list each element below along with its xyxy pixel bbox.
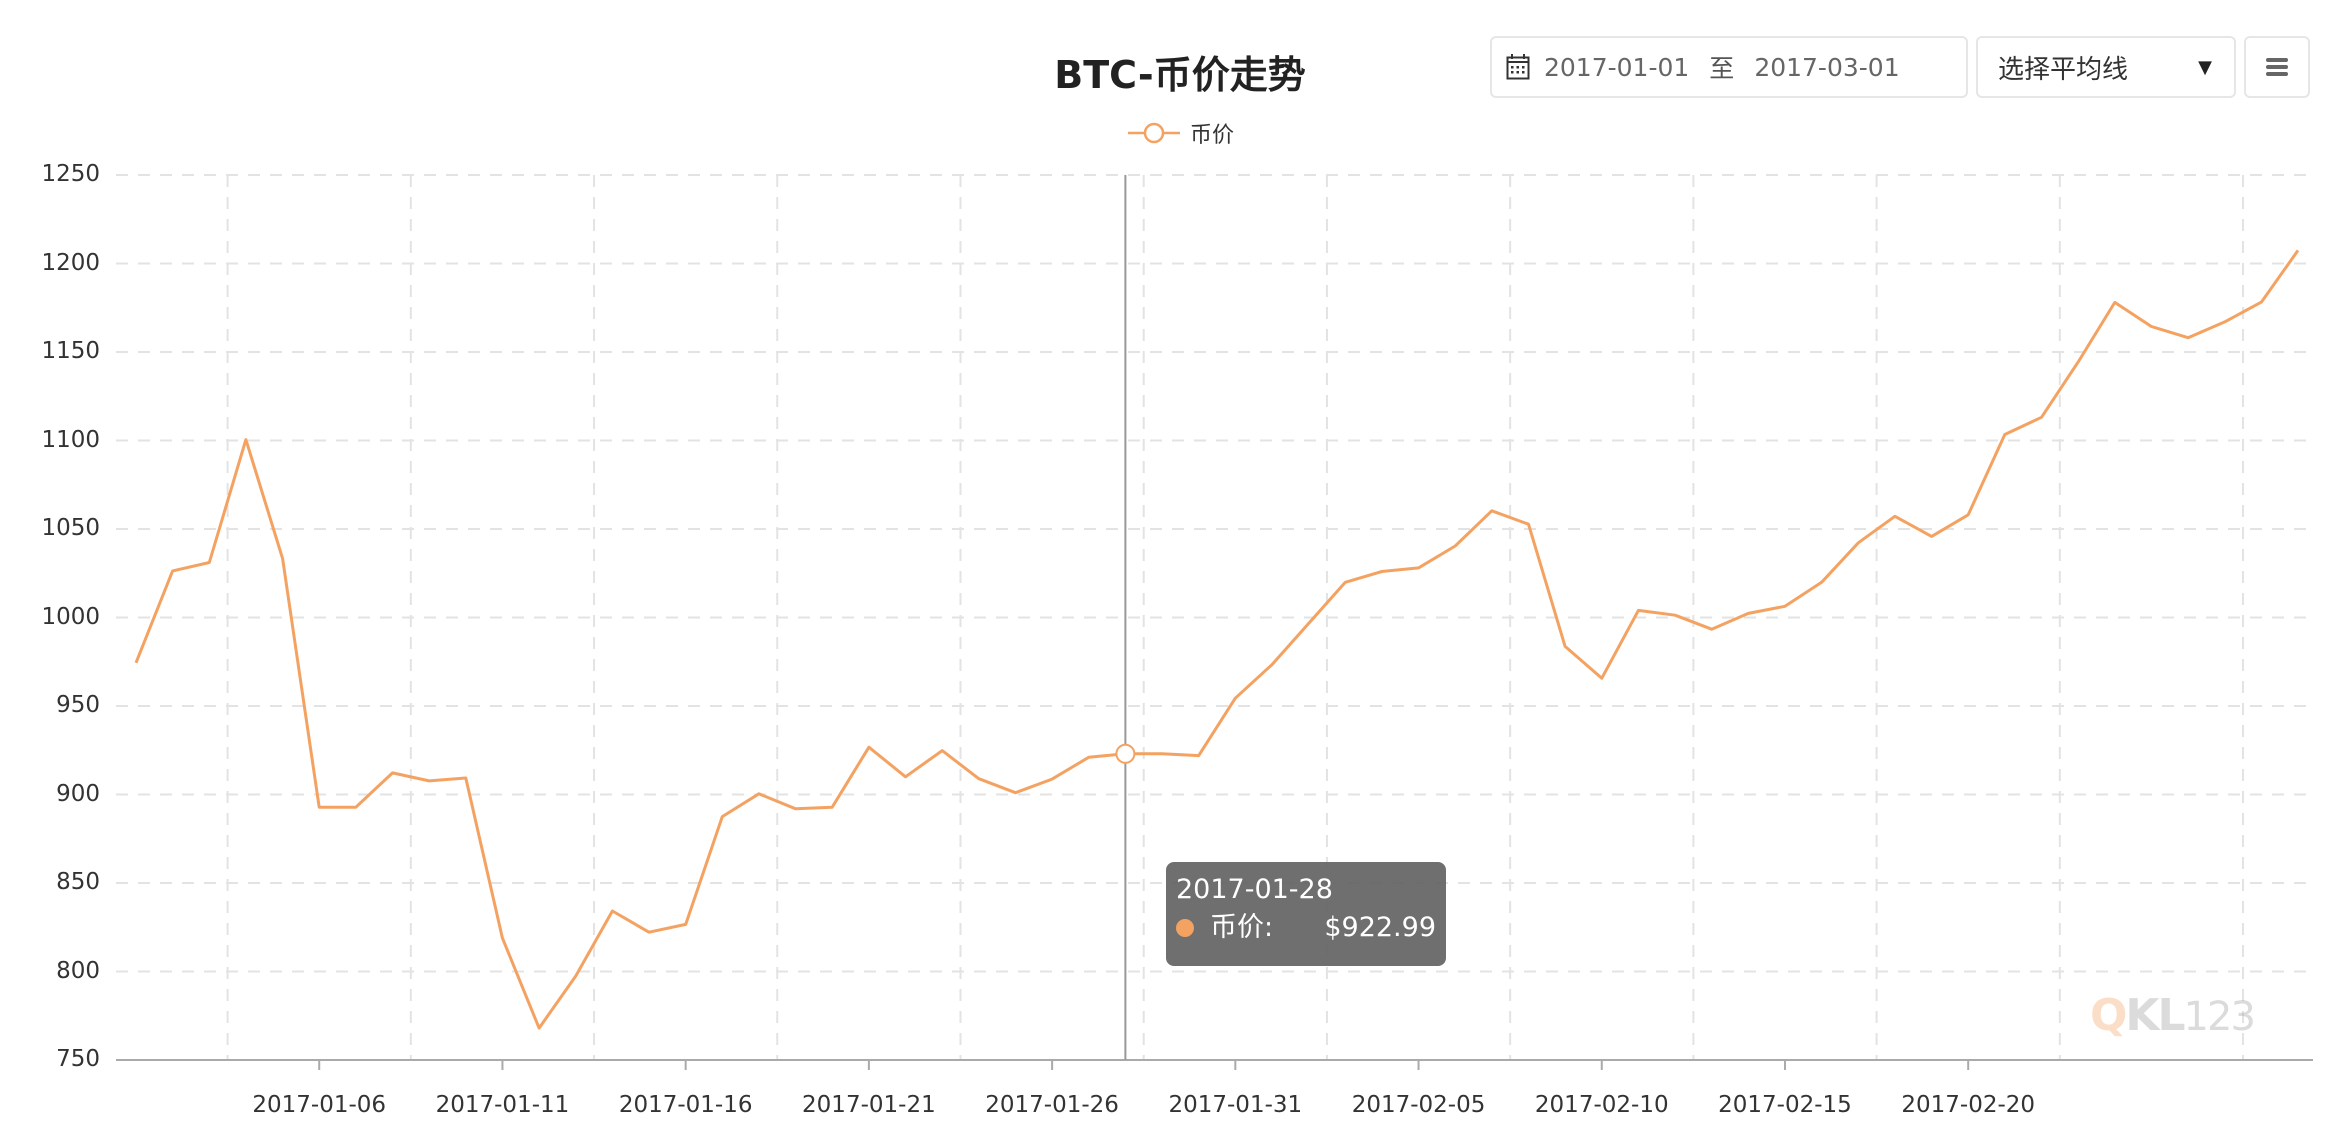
x-tick-label: 2017-02-10 [1534, 1092, 1669, 1118]
legend-item-price[interactable]: 币价 [1128, 117, 1234, 149]
chart-controls: 2017-01-01 至 2017-03-01 选择平均线 ▼ [1490, 36, 2310, 98]
y-tick-label: 850 [56, 869, 100, 895]
legend-label: 币价 [1190, 123, 1235, 148]
chart-title: BTC-币价走势 [1054, 53, 1306, 97]
start-date-input[interactable]: 2017-01-01 [1544, 52, 1690, 82]
x-tick-label: 2017-01-06 [252, 1092, 387, 1118]
chart-menu-button[interactable] [2244, 36, 2310, 98]
end-date-input[interactable]: 2017-03-01 [1754, 52, 1900, 82]
y-tick-label: 1200 [41, 249, 100, 276]
caret-down-icon: ▼ [2198, 56, 2212, 78]
x-tick-label: 2017-01-26 [985, 1092, 1119, 1118]
x-tick-label: 2017-01-11 [435, 1092, 570, 1118]
y-tick-label: 1250 [41, 161, 100, 187]
series-color-dot-icon [1176, 919, 1194, 937]
x-tick-label: 2017-01-16 [618, 1092, 753, 1118]
x-tick-label: 2017-02-15 [1718, 1092, 1852, 1118]
y-tick-label: 800 [56, 957, 100, 984]
hover-point-marker [1115, 743, 1136, 764]
x-tick-label: 2017-01-31 [1168, 1092, 1303, 1118]
tooltip-value: $922.99 [1324, 912, 1436, 943]
x-tick-label: 2017-01-21 [802, 1092, 936, 1118]
data-tooltip: 2017-01-28 币价: $922.99 [1166, 862, 1446, 966]
moving-average-select[interactable]: 选择平均线 ▼ [1976, 36, 2236, 98]
tooltip-series-label: 币价: [1210, 912, 1274, 943]
horizontal-gridlines [116, 174, 2313, 973]
qkl123-watermark-logo: QKL123 [2090, 990, 2256, 1041]
date-range-picker[interactable]: 2017-01-01 至 2017-03-01 [1490, 36, 1968, 98]
y-tick-label: 900 [56, 780, 100, 807]
y-tick-label: 1150 [41, 338, 100, 364]
hamburger-menu-icon [2266, 58, 2288, 76]
y-tick-label: 1050 [41, 515, 100, 541]
y-tick-label: 950 [56, 692, 100, 718]
range-separator: 至 [1709, 54, 1735, 83]
y-tick-label: 1000 [41, 603, 100, 630]
x-axis [116, 1059, 2313, 1070]
tooltip-date: 2017-01-28 [1176, 874, 1333, 905]
moving-average-select-label: 选择平均线 [1998, 54, 2129, 85]
price-line[interactable] [134, 249, 2300, 1030]
y-tick-label: 750 [56, 1046, 100, 1072]
vertical-gridlines [226, 175, 2245, 1060]
x-tick-label: 2017-02-05 [1351, 1092, 1486, 1118]
calendar-icon [1506, 54, 1530, 80]
line-circle-marker-icon [1128, 122, 1180, 144]
x-tick-label: 2017-02-20 [1901, 1092, 2036, 1118]
y-tick-label: 1100 [41, 426, 100, 453]
